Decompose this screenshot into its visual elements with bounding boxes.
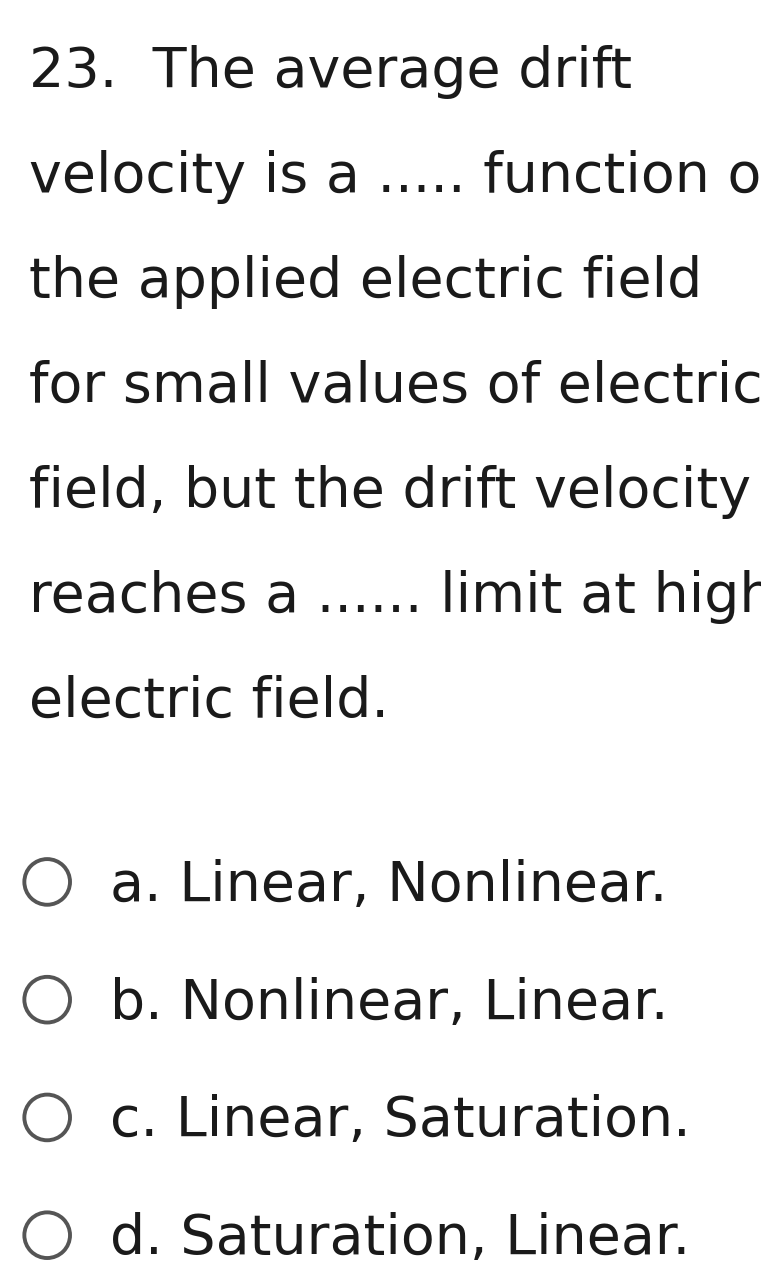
Text: the applied electric field: the applied electric field xyxy=(29,255,702,308)
Text: reaches a ...... limit at high: reaches a ...... limit at high xyxy=(29,570,761,623)
Text: electric field.: electric field. xyxy=(29,675,389,728)
Text: c. Linear, Saturation.: c. Linear, Saturation. xyxy=(110,1094,691,1148)
Text: for small values of electric: for small values of electric xyxy=(29,360,761,413)
Text: field, but the drift velocity: field, but the drift velocity xyxy=(29,465,751,518)
Text: a. Linear, Nonlinear.: a. Linear, Nonlinear. xyxy=(110,859,667,913)
Text: d. Saturation, Linear.: d. Saturation, Linear. xyxy=(110,1212,690,1266)
Text: 23.  The average drift: 23. The average drift xyxy=(29,45,632,99)
Text: b. Nonlinear, Linear.: b. Nonlinear, Linear. xyxy=(110,977,669,1030)
Text: velocity is a ..... function of: velocity is a ..... function of xyxy=(29,150,761,204)
